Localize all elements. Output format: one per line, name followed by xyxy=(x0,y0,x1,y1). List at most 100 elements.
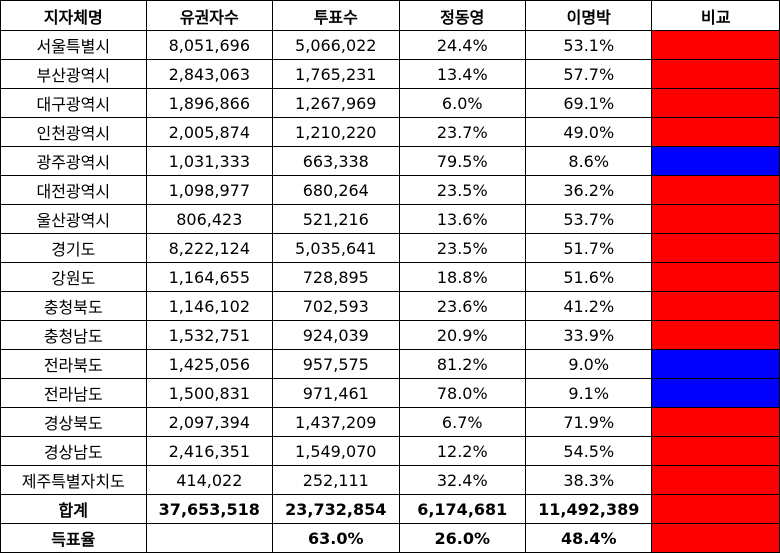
compare-cell xyxy=(651,204,780,234)
cell-voters: 1,146,102 xyxy=(145,291,274,321)
rate-lee: 48.4% xyxy=(524,523,653,553)
cell-lee: 33.9% xyxy=(524,320,653,350)
cell-lee: 53.7% xyxy=(524,204,653,234)
cell-chung: 81.2% xyxy=(398,349,527,379)
rate-compare-cell xyxy=(651,523,780,553)
cell-region: 경상북도 xyxy=(0,407,147,437)
table-row: 인천광역시 2,005,874 1,210,220 23.7% 49.0% xyxy=(0,117,780,147)
cell-chung: 32.4% xyxy=(398,465,527,495)
cell-lee: 9.0% xyxy=(524,349,653,379)
cell-chung: 6.7% xyxy=(398,407,527,437)
cell-lee: 41.2% xyxy=(524,291,653,321)
table-row: 경상북도 2,097,394 1,437,209 6.7% 71.9% xyxy=(0,407,780,437)
cell-votes: 680,264 xyxy=(272,175,400,205)
total-chung: 6,174,681 xyxy=(398,494,527,524)
compare-cell xyxy=(651,291,780,321)
cell-votes: 663,338 xyxy=(272,146,400,176)
cell-voters: 1,098,977 xyxy=(145,175,274,205)
cell-chung: 23.5% xyxy=(398,175,527,205)
cell-voters: 2,843,063 xyxy=(145,59,274,89)
cell-chung: 23.7% xyxy=(398,117,527,147)
cell-voters: 1,500,831 xyxy=(145,378,274,408)
compare-cell xyxy=(651,320,780,350)
cell-votes: 5,035,641 xyxy=(272,233,400,263)
cell-chung: 20.9% xyxy=(398,320,527,350)
table-row: 서울특별시 8,051,696 5,066,022 24.4% 53.1% xyxy=(0,30,780,60)
cell-votes: 521,216 xyxy=(272,204,400,234)
cell-lee: 69.1% xyxy=(524,88,653,118)
rate-voters xyxy=(145,523,274,553)
cell-region: 대전광역시 xyxy=(0,175,147,205)
cell-lee: 51.7% xyxy=(524,233,653,263)
total-label: 합계 xyxy=(0,494,147,524)
cell-region: 서울특별시 xyxy=(0,30,147,60)
cell-lee: 49.0% xyxy=(524,117,653,147)
cell-lee: 36.2% xyxy=(524,175,653,205)
cell-votes: 728,895 xyxy=(272,262,400,292)
compare-cell xyxy=(651,436,780,466)
header-voters: 유권자수 xyxy=(145,0,274,31)
cell-voters: 1,532,751 xyxy=(145,320,274,350)
cell-lee: 57.7% xyxy=(524,59,653,89)
cell-lee: 71.9% xyxy=(524,407,653,437)
total-lee: 11,492,389 xyxy=(524,494,653,524)
cell-voters: 8,051,696 xyxy=(145,30,274,60)
cell-votes: 957,575 xyxy=(272,349,400,379)
cell-region: 전라북도 xyxy=(0,349,147,379)
table-row: 울산광역시 806,423 521,216 13.6% 53.7% xyxy=(0,204,780,234)
compare-cell xyxy=(651,378,780,408)
total-votes: 23,732,854 xyxy=(272,494,400,524)
cell-voters: 2,005,874 xyxy=(145,117,274,147)
cell-chung: 12.2% xyxy=(398,436,527,466)
cell-votes: 5,066,022 xyxy=(272,30,400,60)
compare-cell xyxy=(651,407,780,437)
cell-votes: 1,549,070 xyxy=(272,436,400,466)
cell-voters: 1,425,056 xyxy=(145,349,274,379)
cell-lee: 51.6% xyxy=(524,262,653,292)
cell-votes: 1,267,969 xyxy=(272,88,400,118)
cell-chung: 23.6% xyxy=(398,291,527,321)
header-lee: 이명박 xyxy=(524,0,653,31)
cell-votes: 702,593 xyxy=(272,291,400,321)
compare-cell xyxy=(651,146,780,176)
rate-chung: 26.0% xyxy=(398,523,527,553)
cell-region: 충청남도 xyxy=(0,320,147,350)
table-row: 제주특별자치도 414,022 252,111 32.4% 38.3% xyxy=(0,465,780,495)
cell-chung: 78.0% xyxy=(398,378,527,408)
cell-chung: 13.4% xyxy=(398,59,527,89)
cell-votes: 252,111 xyxy=(272,465,400,495)
compare-cell xyxy=(651,88,780,118)
cell-lee: 8.6% xyxy=(524,146,653,176)
cell-voters: 8,222,124 xyxy=(145,233,274,263)
cell-chung: 6.0% xyxy=(398,88,527,118)
cell-lee: 54.5% xyxy=(524,436,653,466)
compare-cell xyxy=(651,262,780,292)
table-row: 경기도 8,222,124 5,035,641 23.5% 51.7% xyxy=(0,233,780,263)
table-row: 대전광역시 1,098,977 680,264 23.5% 36.2% xyxy=(0,175,780,205)
cell-voters: 2,416,351 xyxy=(145,436,274,466)
cell-region: 전라남도 xyxy=(0,378,147,408)
cell-region: 부산광역시 xyxy=(0,59,147,89)
cell-region: 충청북도 xyxy=(0,291,147,321)
table-row: 광주광역시 1,031,333 663,338 79.5% 8.6% xyxy=(0,146,780,176)
total-row: 합계 37,653,518 23,732,854 6,174,681 11,49… xyxy=(0,494,780,524)
cell-region: 울산광역시 xyxy=(0,204,147,234)
table-row: 강원도 1,164,655 728,895 18.8% 51.6% xyxy=(0,262,780,292)
cell-region: 대구광역시 xyxy=(0,88,147,118)
table-row: 전라북도 1,425,056 957,575 81.2% 9.0% xyxy=(0,349,780,379)
cell-chung: 23.5% xyxy=(398,233,527,263)
cell-lee: 9.1% xyxy=(524,378,653,408)
table-row: 충청남도 1,532,751 924,039 20.9% 33.9% xyxy=(0,320,780,350)
cell-lee: 53.1% xyxy=(524,30,653,60)
cell-chung: 18.8% xyxy=(398,262,527,292)
cell-voters: 2,097,394 xyxy=(145,407,274,437)
cell-chung: 79.5% xyxy=(398,146,527,176)
cell-region: 경기도 xyxy=(0,233,147,263)
header-row: 지자체명 유권자수 투표수 정동영 이명박 비교 xyxy=(0,0,780,31)
cell-region: 경상남도 xyxy=(0,436,147,466)
cell-votes: 1,210,220 xyxy=(272,117,400,147)
cell-region: 인천광역시 xyxy=(0,117,147,147)
total-voters: 37,653,518 xyxy=(145,494,274,524)
cell-chung: 13.6% xyxy=(398,204,527,234)
table-row: 부산광역시 2,843,063 1,765,231 13.4% 57.7% xyxy=(0,59,780,89)
